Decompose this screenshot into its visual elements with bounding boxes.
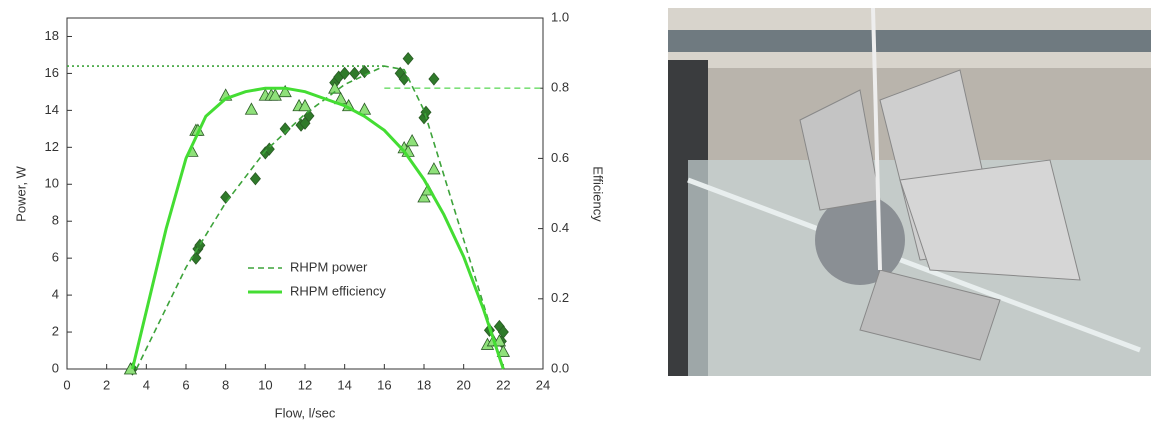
photo-hub xyxy=(815,195,905,285)
data-point xyxy=(398,72,410,86)
x-tick-label: 6 xyxy=(182,377,189,392)
data-point xyxy=(428,72,440,86)
data-point xyxy=(496,344,511,357)
x-tick-label: 22 xyxy=(496,377,510,392)
y2-axis-label: Efficiency xyxy=(591,166,606,222)
data-point xyxy=(357,102,372,115)
data-point xyxy=(349,66,361,81)
y2-tick-label: 0.2 xyxy=(551,290,569,305)
x-tick-label: 16 xyxy=(377,377,391,392)
y-tick-label: 16 xyxy=(45,65,59,80)
series-line xyxy=(135,65,505,370)
x-tick-label: 4 xyxy=(143,377,150,392)
y2-tick-label: 1.0 xyxy=(551,9,569,24)
data-point xyxy=(497,325,509,339)
y-tick-label: 10 xyxy=(45,176,59,191)
photo xyxy=(668,7,1151,376)
data-point xyxy=(417,190,431,203)
data-point xyxy=(405,134,419,147)
data-point xyxy=(427,162,441,175)
photo-rope xyxy=(871,7,882,271)
x-tick-label: 20 xyxy=(456,377,470,392)
data-point xyxy=(279,122,291,136)
data-point xyxy=(194,238,206,252)
y2-tick-label: 0.0 xyxy=(551,360,569,375)
y-axis-label: Power, W xyxy=(13,165,28,221)
x-tick-label: 2 xyxy=(103,377,110,392)
plot-frame xyxy=(66,17,544,370)
data-point xyxy=(263,142,275,156)
x-tick-label: 24 xyxy=(536,377,550,392)
data-point xyxy=(339,66,351,81)
data-point xyxy=(249,172,261,186)
y2-tick-label: 0.4 xyxy=(551,220,569,235)
y-tick-label: 2 xyxy=(52,323,59,338)
y-tick-label: 14 xyxy=(45,102,59,117)
data-point xyxy=(298,98,312,112)
data-point xyxy=(190,251,202,265)
data-point xyxy=(402,52,414,66)
series-line xyxy=(130,86,505,370)
x-tick-label: 0 xyxy=(63,377,70,392)
data-point xyxy=(492,334,507,347)
photo-blade xyxy=(859,269,1001,361)
data-point xyxy=(358,64,371,79)
data-point xyxy=(244,102,259,115)
data-point xyxy=(328,81,342,94)
photo-rail xyxy=(668,30,1151,52)
data-point xyxy=(268,88,282,101)
x-axis-label: Flow, l/sec xyxy=(275,405,336,420)
y-tick-label: 8 xyxy=(52,213,59,228)
y-tick-label: 6 xyxy=(52,250,59,265)
x-tick-label: 18 xyxy=(417,377,431,392)
x-tick-label: 8 xyxy=(222,377,229,392)
x-tick-label: 14 xyxy=(337,377,351,392)
data-point xyxy=(278,84,292,98)
photo-blade xyxy=(899,159,1081,281)
legend-label: RHPM efficiency xyxy=(290,283,386,298)
x-tick-label: 12 xyxy=(298,377,312,392)
y2-tick-label: 0.8 xyxy=(551,80,569,95)
legend-label: RHPM power xyxy=(290,259,368,274)
x-tick-label: 10 xyxy=(258,377,272,392)
y-tick-label: 4 xyxy=(52,287,59,302)
y-tick-label: 0 xyxy=(52,360,59,375)
y2-tick-label: 0.6 xyxy=(551,150,569,165)
data-point xyxy=(220,190,232,204)
y-tick-label: 18 xyxy=(45,28,59,43)
photo-glass-edge xyxy=(687,177,1141,353)
y-tick-label: 12 xyxy=(45,139,59,154)
